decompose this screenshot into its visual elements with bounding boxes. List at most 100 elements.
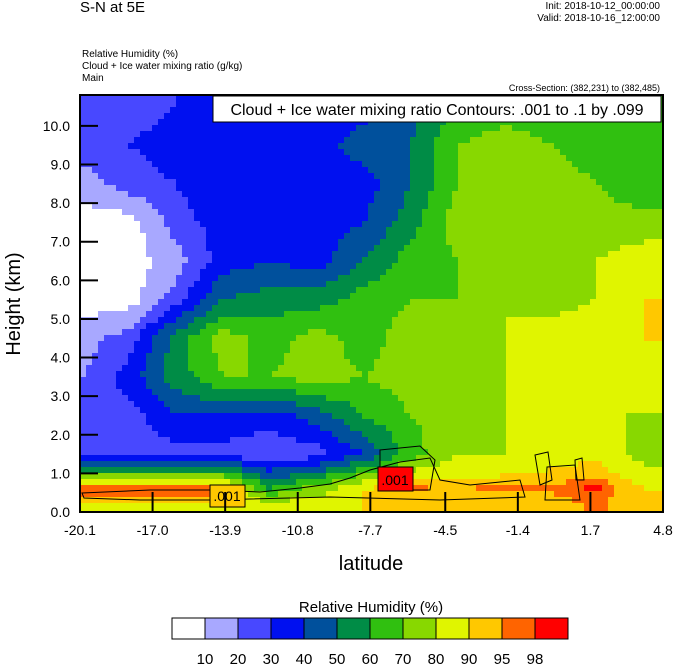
rh-cell [620, 329, 626, 335]
rh-cell [296, 221, 302, 227]
rh-cell [578, 167, 584, 173]
rh-cell [206, 197, 212, 203]
rh-cell [80, 323, 86, 329]
rh-cell [356, 329, 362, 335]
rh-cell [302, 347, 308, 353]
rh-cell [188, 335, 194, 341]
rh-cell [608, 245, 614, 251]
rh-cell [230, 275, 236, 281]
rh-cell [380, 275, 386, 281]
rh-cell [116, 293, 122, 299]
rh-cell [494, 185, 500, 191]
rh-cell [176, 305, 182, 311]
rh-cell [158, 95, 164, 101]
rh-cell [320, 329, 326, 335]
rh-cell [554, 203, 560, 209]
rh-cell [548, 281, 554, 287]
rh-cell [428, 203, 434, 209]
rh-cell [338, 383, 344, 389]
rh-cell [110, 167, 116, 173]
rh-cell [608, 281, 614, 287]
rh-cell [236, 263, 242, 269]
rh-cell [278, 359, 284, 365]
rh-cell [314, 293, 320, 299]
rh-cell [128, 197, 134, 203]
rh-cell [404, 239, 410, 245]
rh-cell [644, 131, 650, 137]
rh-cell [584, 215, 590, 221]
rh-cell [446, 125, 452, 131]
rh-cell [506, 245, 512, 251]
rh-cell [242, 311, 248, 317]
rh-cell [464, 257, 470, 263]
rh-cell [440, 197, 446, 203]
rh-cell [458, 347, 464, 353]
rh-cell [590, 287, 596, 293]
rh-cell [134, 389, 140, 395]
rh-cell [410, 257, 416, 263]
rh-cell [320, 227, 326, 233]
rh-cell [272, 173, 278, 179]
rh-cell [212, 269, 218, 275]
rh-cell [164, 257, 170, 263]
rh-cell [452, 215, 458, 221]
rh-cell [116, 143, 122, 149]
rh-cell [284, 251, 290, 257]
rh-cell [338, 395, 344, 401]
rh-cell [194, 395, 200, 401]
rh-cell [566, 179, 572, 185]
rh-cell [230, 305, 236, 311]
rh-cell [362, 221, 368, 227]
rh-cell [128, 179, 134, 185]
rh-cell [182, 263, 188, 269]
rh-cell [92, 251, 98, 257]
rh-cell [176, 179, 182, 185]
rh-cell [548, 287, 554, 293]
rh-cell [320, 281, 326, 287]
rh-cell [116, 125, 122, 131]
rh-cell [434, 221, 440, 227]
rh-cell [524, 257, 530, 263]
rh-cell [134, 359, 140, 365]
rh-cell [524, 329, 530, 335]
rh-cell [410, 269, 416, 275]
rh-cell [644, 353, 650, 359]
rh-cell [386, 347, 392, 353]
rh-cell [506, 389, 512, 395]
rh-cell [230, 323, 236, 329]
rh-cell [290, 179, 296, 185]
rh-cell [578, 341, 584, 347]
rh-cell [164, 167, 170, 173]
rh-cell [452, 221, 458, 227]
rh-cell [506, 155, 512, 161]
rh-cell [266, 257, 272, 263]
rh-cell [506, 149, 512, 155]
rh-cell [416, 257, 422, 263]
rh-cell [308, 143, 314, 149]
rh-cell [398, 299, 404, 305]
rh-cell [344, 137, 350, 143]
rh-cell [320, 173, 326, 179]
rh-cell [434, 215, 440, 221]
rh-cell [530, 293, 536, 299]
rh-cell [374, 131, 380, 137]
rh-cell [182, 173, 188, 179]
rh-cell [602, 251, 608, 257]
rh-cell [182, 215, 188, 221]
rh-cell [608, 227, 614, 233]
rh-cell [374, 215, 380, 221]
rh-cell [272, 365, 278, 371]
rh-cell [326, 197, 332, 203]
rh-cell [566, 137, 572, 143]
rh-cell [410, 347, 416, 353]
rh-cell [524, 275, 530, 281]
rh-cell [176, 215, 182, 221]
rh-cell [572, 365, 578, 371]
rh-cell [350, 227, 356, 233]
rh-cell [248, 215, 254, 221]
rh-cell [578, 155, 584, 161]
rh-cell [572, 395, 578, 401]
rh-cell [116, 251, 122, 257]
field-label-rh: Relative Humidity (%) [82, 49, 179, 60]
rh-cell [326, 233, 332, 239]
